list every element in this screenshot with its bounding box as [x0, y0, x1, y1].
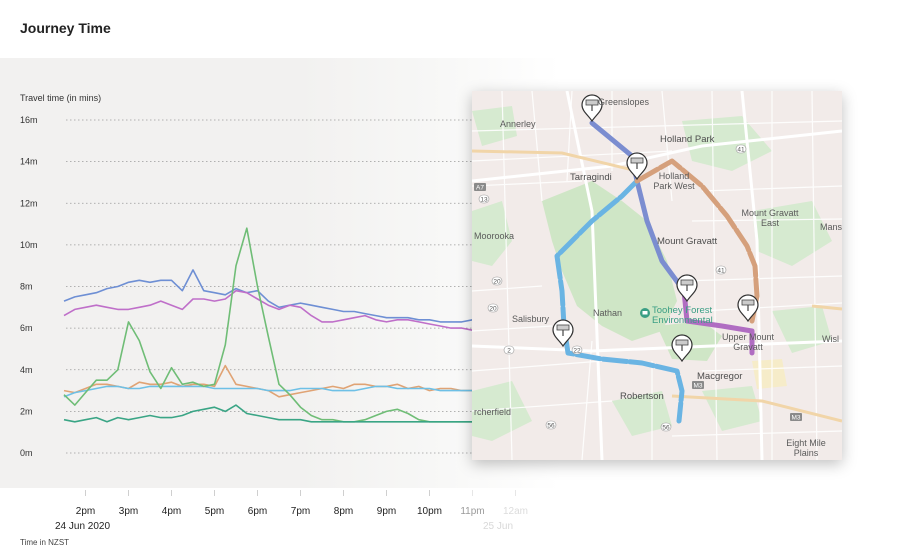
series-line-1 [63, 269, 494, 323]
x-tick-label: 5pm [205, 506, 224, 517]
x-tick-label: 8pm [334, 506, 353, 517]
y-tick-label: 16m [20, 115, 38, 125]
y-tick-label: 2m [20, 406, 33, 416]
series-line-2 [63, 289, 494, 332]
park-toohey-forest [542, 181, 677, 341]
route-purple [681, 288, 755, 356]
garden-city-area [752, 359, 787, 389]
svg-text:56: 56 [547, 423, 555, 430]
place-tarragindi: Tarragindi [570, 172, 612, 183]
y-tick-label: 0m [20, 448, 33, 458]
y-tick-label: 6m [20, 323, 33, 333]
place-holland-park: Holland Park [660, 134, 715, 145]
route-tan [634, 158, 760, 324]
y-tick-label: 12m [20, 198, 38, 208]
svg-text:13: 13 [480, 197, 488, 204]
route-map[interactable]: A7 13 20 41 41 20 2 22 56 56 M3 M3 Green… [472, 91, 842, 460]
svg-text:41: 41 [737, 147, 745, 154]
place-mansfield: Mans [820, 222, 842, 232]
main-roads [472, 91, 842, 460]
svg-text:2: 2 [507, 348, 511, 355]
place-wishart: Wisl [822, 334, 839, 344]
x-tick-label: 10pm [417, 506, 442, 517]
place-archerfield: rcherfield [474, 407, 512, 417]
place-moorooka: Moorooka [474, 231, 515, 241]
camera-markers[interactable] [552, 94, 759, 363]
x-tick-label: 4pm [162, 506, 181, 517]
road-shields: A7 13 20 41 41 20 2 22 56 56 M3 M3 [474, 144, 802, 432]
x-tick-labels: 2pm 3pm 4pm 5pm 6pm 7pm 8pm 9pm 10pm 11pm 12am [76, 490, 528, 517]
route-indigo [589, 120, 687, 294]
park-archerfield [472, 381, 532, 441]
svg-text:56: 56 [662, 425, 670, 432]
svg-text:22: 22 [573, 348, 581, 355]
x-tick-label: 7pm [291, 506, 310, 517]
x-tick-label: 6pm [248, 506, 267, 517]
park-robertson [612, 391, 672, 436]
series-line-4 [63, 385, 494, 398]
x-tick-label: 11pm [460, 506, 484, 517]
place-mount-gravatt: Mount Gravatt [657, 236, 718, 247]
y-tick-labels: 0m 2m 4m 6m 8m 10m 12m 14m 16m [20, 115, 38, 458]
camera-marker [581, 94, 603, 123]
y-tick-label: 4m [20, 365, 33, 375]
x-tick-label: 3pm [119, 506, 138, 517]
place-annerley: Annerley [500, 119, 536, 129]
y-tick-label: 10m [20, 240, 38, 250]
park-moorooka [472, 201, 512, 266]
place-toohey-forest: Toohey Forest Environmental [652, 305, 713, 326]
place-salisbury: Salisbury [512, 314, 550, 324]
x-tick-label: 9pm [377, 506, 396, 517]
map-canvas[interactable]: A7 13 20 41 41 20 2 22 56 56 M3 M3 [472, 91, 842, 460]
x-tick-label: 12am [503, 506, 528, 517]
series-layer [63, 227, 495, 423]
place-greenslopes: Greenslopes [598, 97, 650, 107]
place-robertson: Robertson [620, 391, 664, 402]
svg-text:M3: M3 [791, 415, 800, 422]
camera-marker [671, 334, 693, 363]
motorway-roads [472, 149, 842, 423]
place-mount-gravatt-east: Mount Gravatt East [741, 208, 799, 228]
camera-marker [552, 319, 574, 348]
y-tick-label: 8m [20, 282, 33, 292]
svg-text:20: 20 [493, 279, 501, 286]
page-title: Journey Time [20, 20, 111, 36]
x-tick-label: 2pm [76, 506, 95, 517]
park-northwest [472, 106, 517, 146]
date-label-next: 25 Jun [483, 521, 514, 532]
date-label-start: 24 Jun 2020 [55, 521, 111, 532]
series-line-6 [63, 404, 494, 423]
camera-marker [737, 294, 759, 323]
place-eight-mile-plains: Eight Mile Plains [786, 438, 826, 458]
y-axis-title: Travel time (in mins) [20, 93, 102, 103]
place-macgregor: Macgregor [697, 371, 743, 382]
place-nathan: Nathan [593, 308, 623, 318]
x-axis-title: Time in NZST [20, 538, 70, 547]
y-tick-label: 14m [20, 157, 38, 167]
place-holland-park-west: Holland Park West [653, 171, 695, 191]
series-line-5 [63, 227, 494, 423]
svg-text:M3: M3 [693, 383, 702, 390]
camera-marker [626, 152, 648, 181]
place-upper-mount-gravatt: Upper Mount Gravatt [721, 332, 775, 352]
road-shield-a7: A7 [476, 185, 484, 192]
svg-text:20: 20 [489, 306, 497, 313]
camera-marker [676, 274, 698, 303]
svg-text:41: 41 [717, 268, 725, 275]
